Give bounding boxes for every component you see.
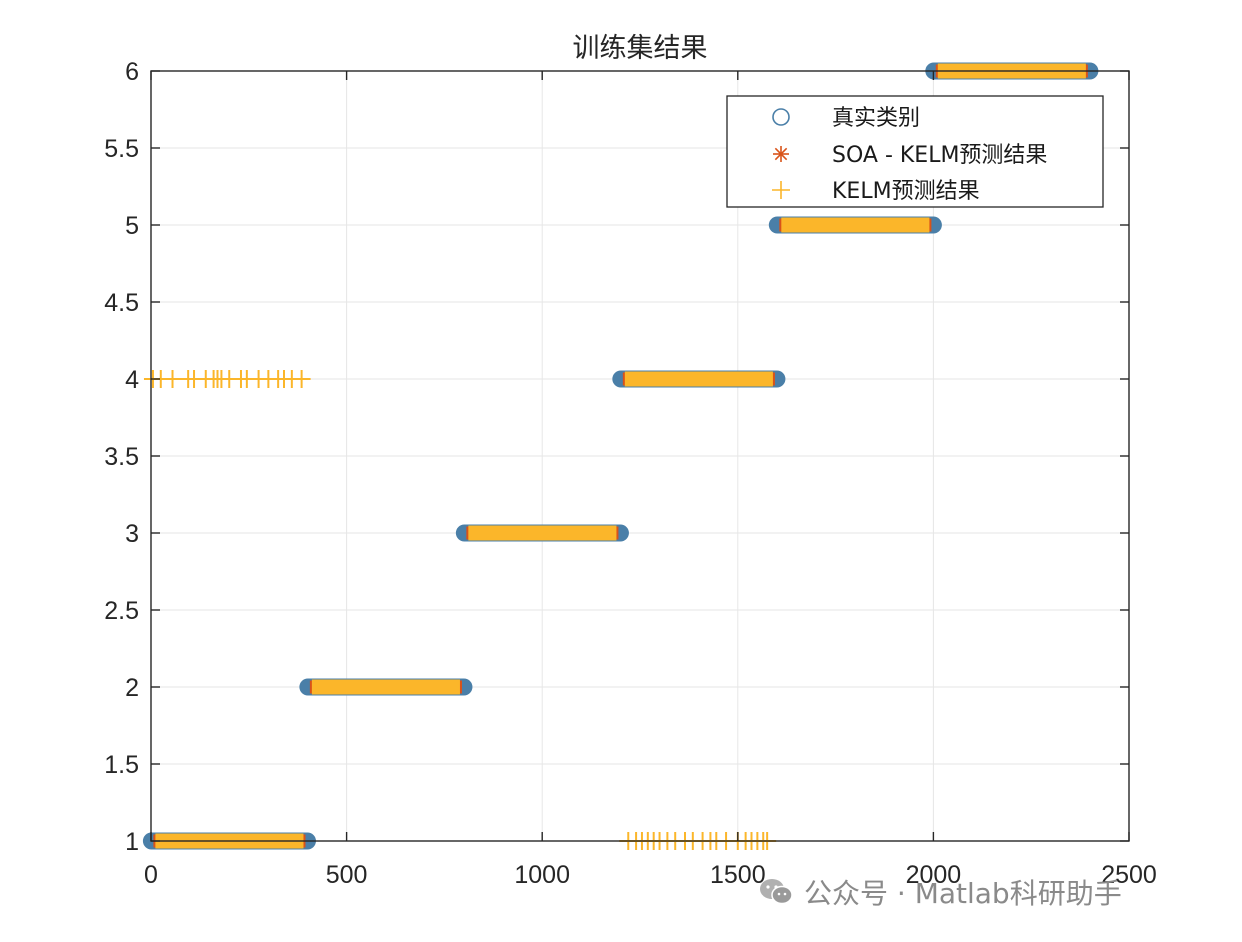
y-tick-label: 3.5	[104, 443, 139, 471]
legend-label: KELM预测结果	[832, 179, 980, 204]
kelm-outlier-point	[163, 370, 182, 388]
legend-plus-icon	[772, 181, 790, 199]
x-tick-label: 500	[326, 861, 368, 889]
legend-label: SOA - KELM预测结果	[832, 143, 1047, 168]
y-tick-label: 6	[125, 58, 139, 86]
y-ticks: 1 1.5 2 2.5 3 3.5 4 4.5 5 5.5 6	[104, 58, 1129, 856]
x-tick-label: 1000	[514, 861, 570, 889]
watermark: 公众号 · Matlab科研助手	[758, 872, 1122, 912]
legend-label: 真实类别	[832, 106, 920, 131]
y-tick-label: 3	[125, 520, 139, 548]
watermark-text: 公众号 · Matlab科研助手	[804, 877, 1122, 910]
legend-box	[726, 95, 1104, 208]
x-tick-label: 1500	[710, 861, 766, 889]
y-tick-label: 4.5	[104, 289, 139, 317]
chart-title: 训练集结果	[573, 33, 708, 64]
legend-circle-icon	[772, 108, 790, 126]
legend-asterisk-icon	[773, 146, 789, 162]
kelm-outlier-point	[292, 370, 311, 388]
y-tick-label: 5.5	[104, 135, 139, 163]
x-tick-label: 2500	[1101, 861, 1157, 889]
y-tick-label: 2.5	[104, 597, 139, 625]
y-tick-label: 2	[125, 674, 139, 702]
wechat-icon	[758, 877, 794, 907]
y-tick-label: 5	[125, 212, 139, 240]
y-tick-label: 4	[125, 366, 139, 394]
x-ticks: 0 500 1000 1500 2000 2500	[144, 71, 1157, 889]
legend: 真实类别 SOA - KELM预测结果 KELM预测结果	[726, 95, 1104, 208]
asterisk-stroke	[774, 147, 788, 161]
x-tick-label: 0	[144, 861, 158, 889]
y-tick-label: 1	[125, 828, 139, 856]
x-tick-label: 2000	[906, 861, 962, 889]
y-tick-label: 1.5	[104, 751, 139, 779]
